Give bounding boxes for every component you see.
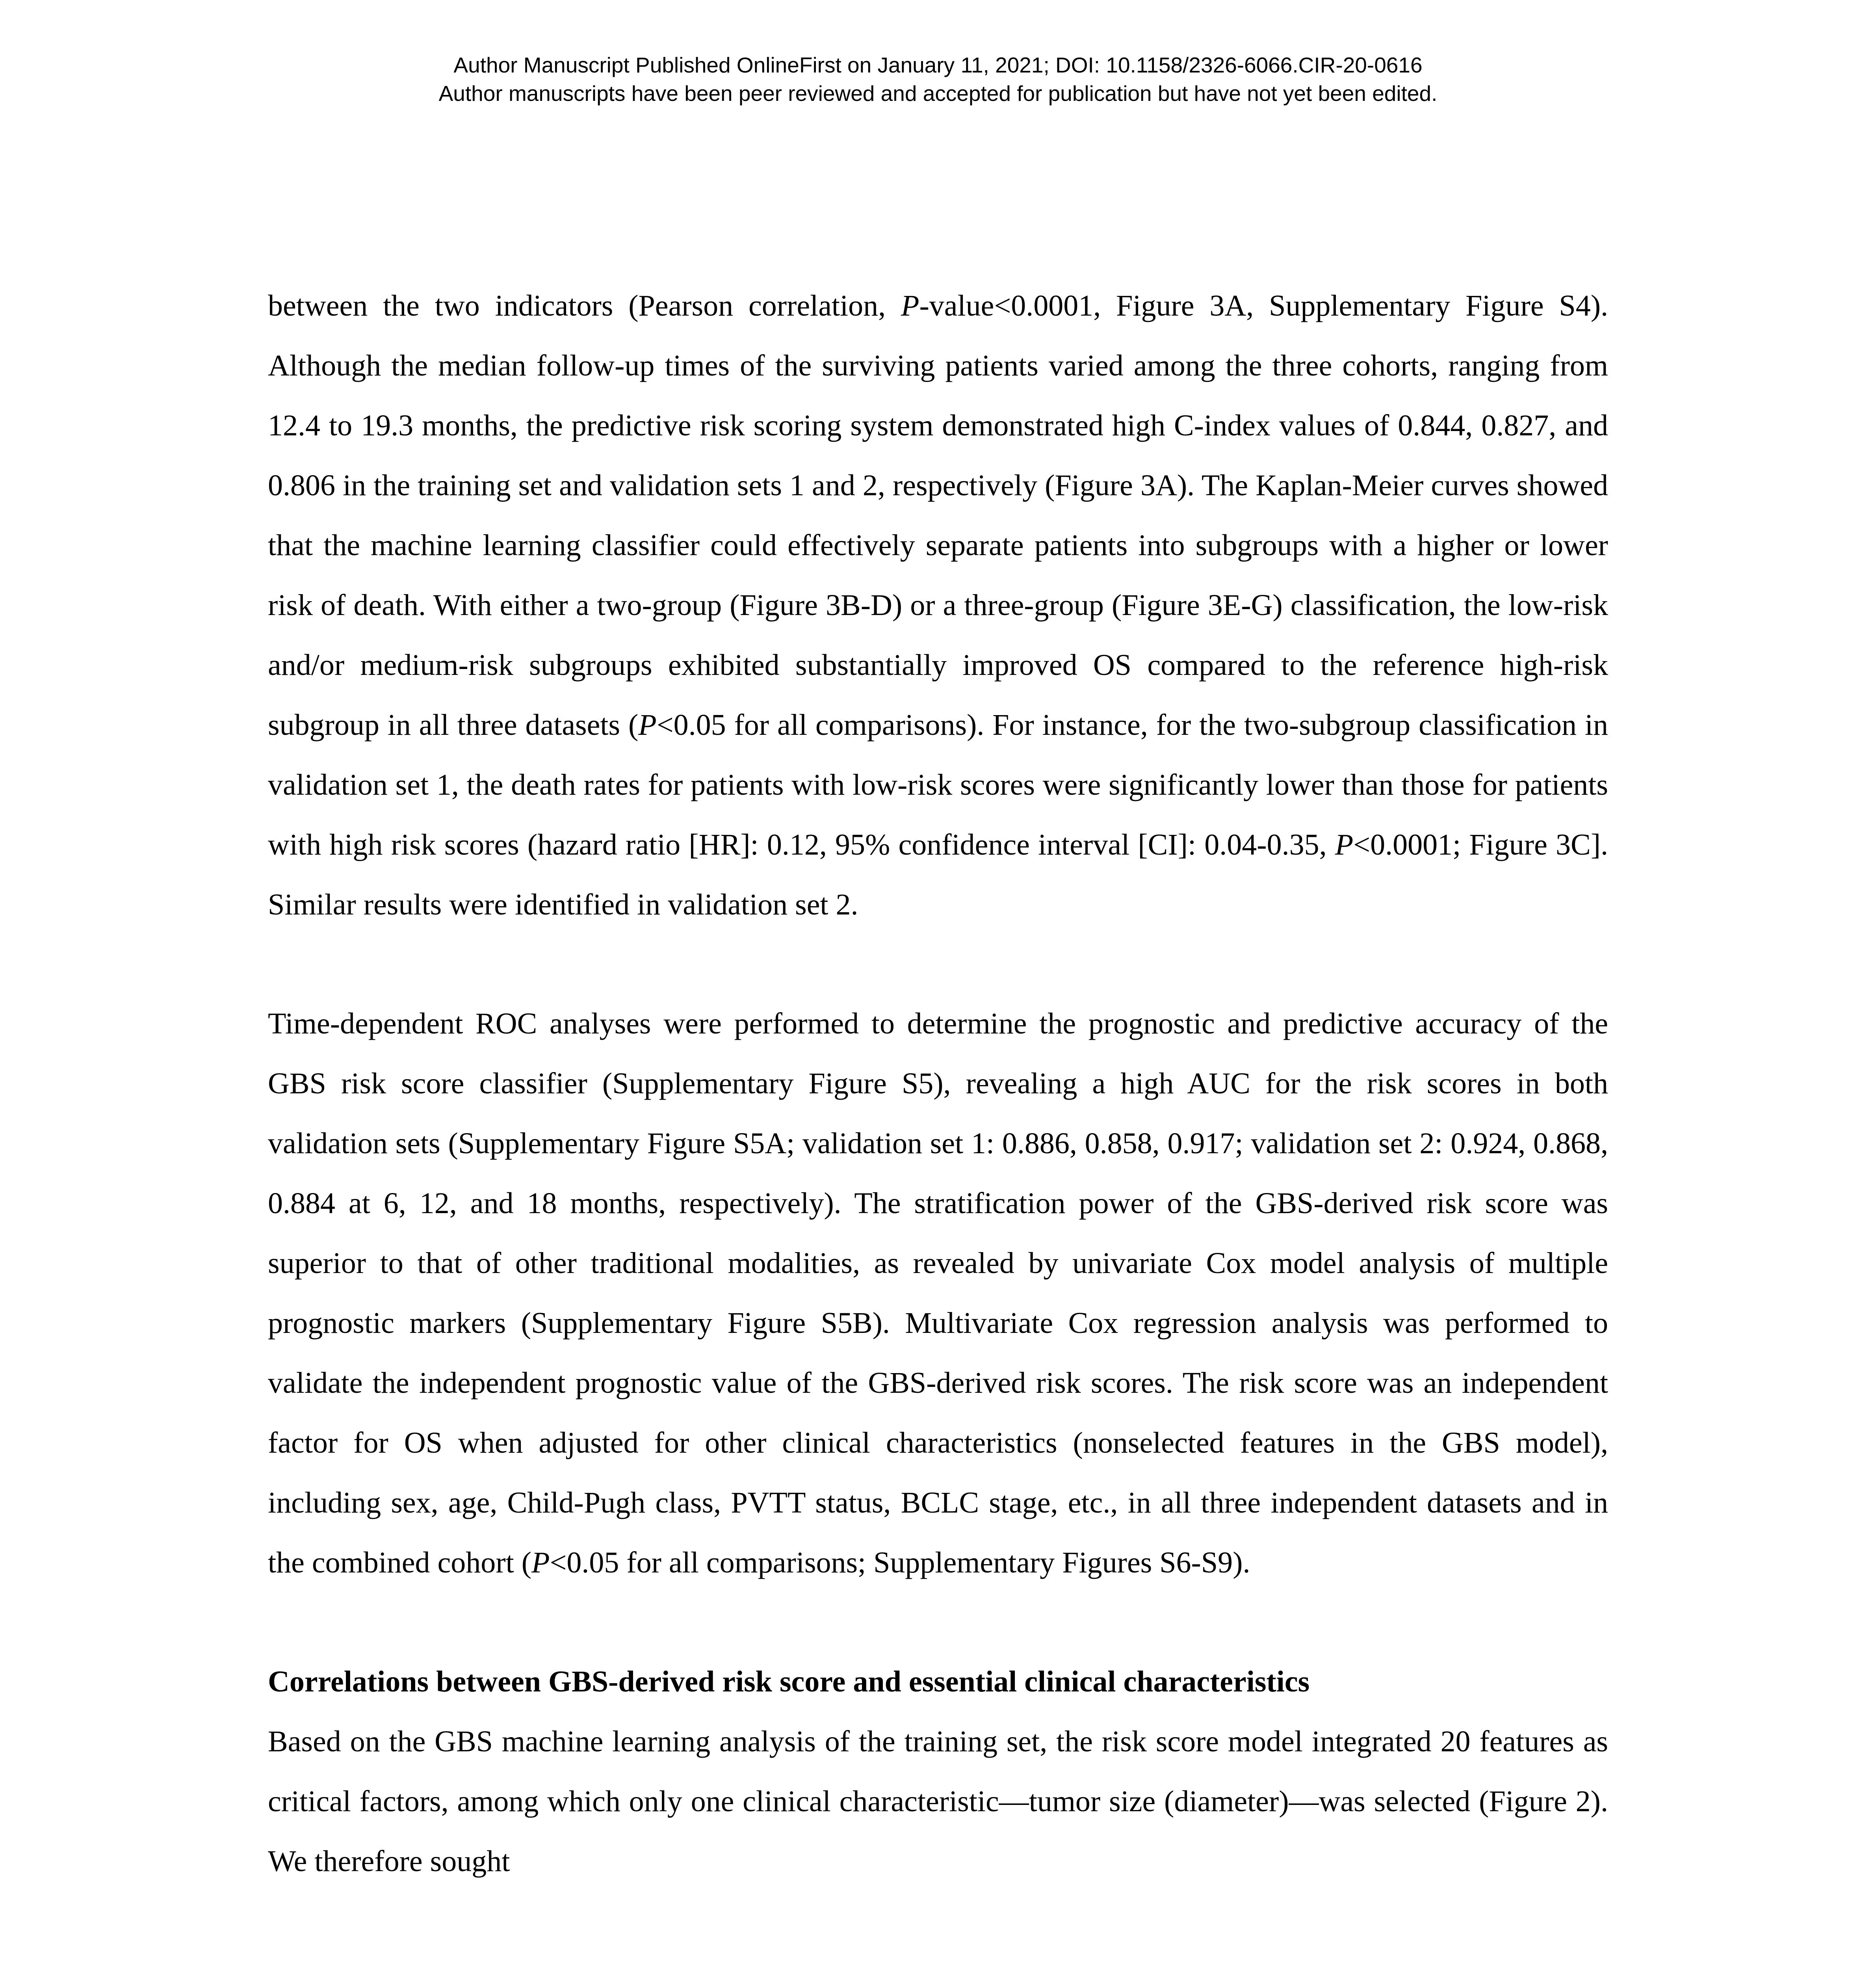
main-content: between the two indicators (Pearson corr… (268, 276, 1608, 1891)
p1-italic-1: P (901, 289, 919, 322)
p1-italic-2: P (638, 708, 656, 742)
p2-text-1: Time-dependent ROC analyses were perform… (268, 1007, 1608, 1579)
section-heading: Correlations between GBS-derived risk sc… (268, 1652, 1608, 1712)
paragraph-3: Based on the GBS machine learning analys… (268, 1712, 1608, 1891)
p2-italic-1: P (531, 1546, 550, 1579)
p1-text-1: between the two indicators (Pearson corr… (268, 289, 901, 322)
p2-text-2: <0.05 for all comparisons; Supplementary… (550, 1546, 1250, 1579)
header-line-1: Author Manuscript Published OnlineFirst … (0, 51, 1876, 80)
p1-text-2: -value<0.0001, Figure 3A, Supplementary … (268, 289, 1608, 742)
manuscript-header: Author Manuscript Published OnlineFirst … (0, 0, 1876, 108)
p1-italic-3: P (1335, 828, 1353, 861)
paragraph-1: between the two indicators (Pearson corr… (268, 276, 1608, 935)
header-line-2: Author manuscripts have been peer review… (0, 80, 1876, 108)
paragraph-2: Time-dependent ROC analyses were perform… (268, 994, 1608, 1593)
